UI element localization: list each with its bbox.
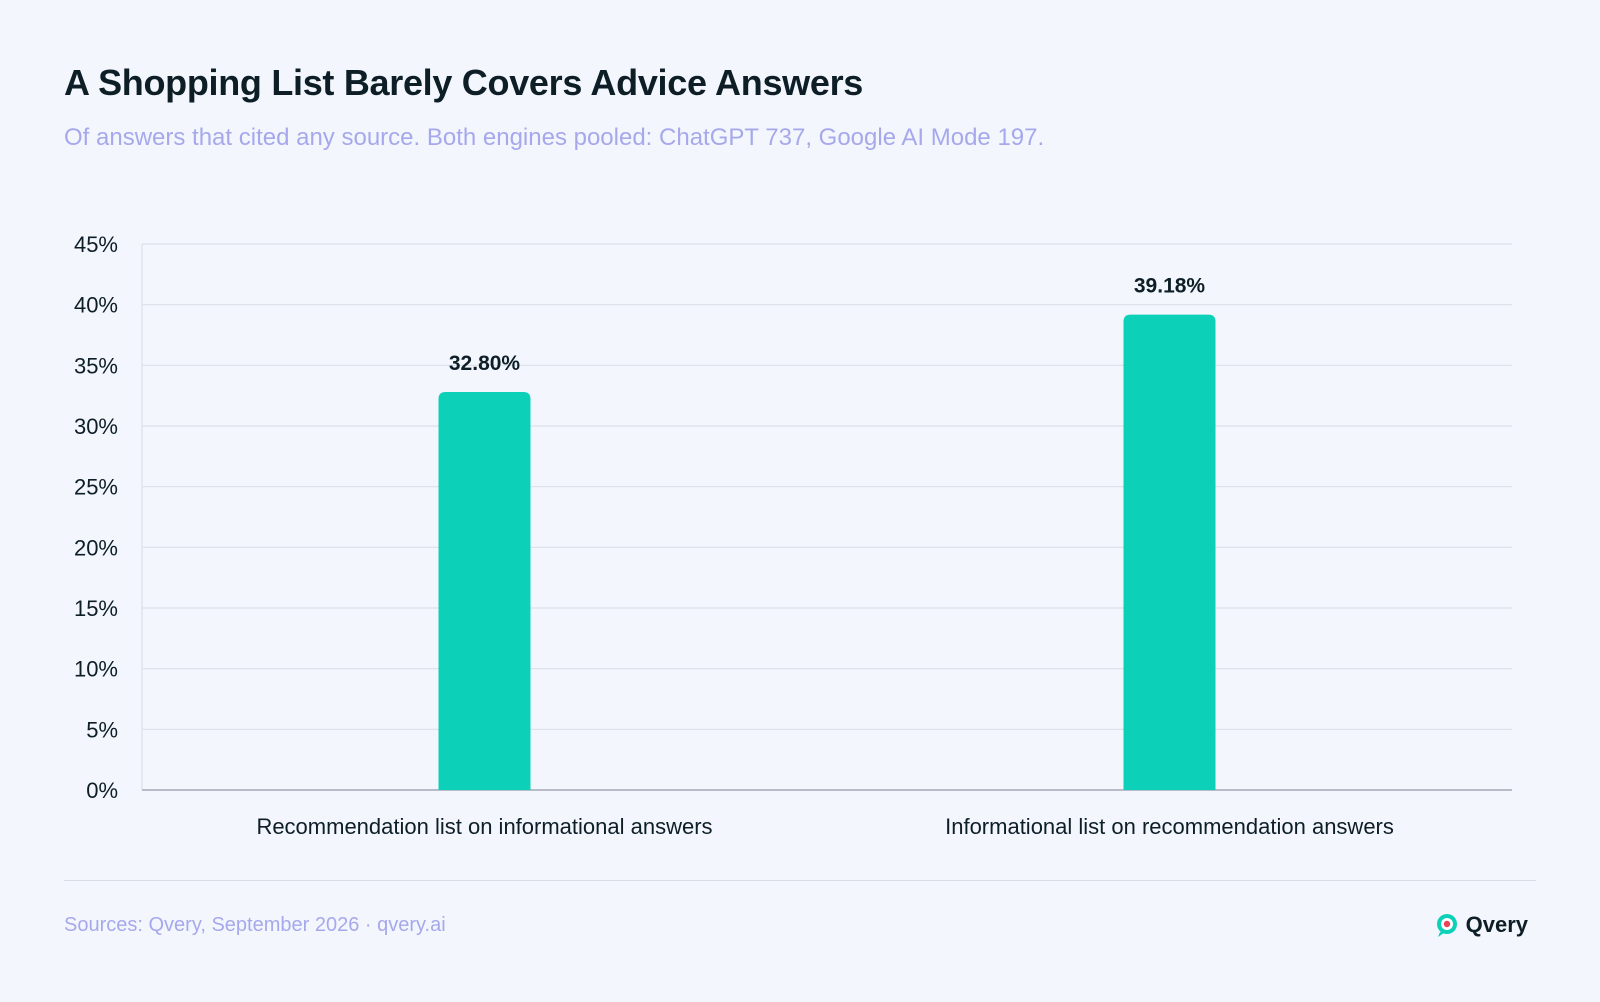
footer-divider	[64, 880, 1536, 881]
y-tick-label: 0%	[86, 778, 118, 803]
bar	[438, 392, 531, 790]
y-tick-label: 40%	[74, 293, 118, 318]
x-category-label: Informational list on recommendation ans…	[945, 814, 1394, 839]
brand-name: Qvery	[1465, 912, 1528, 937]
bar-chart: 0% 5% 10% 15% 20% 25% 30% 35% 40% 45% 32.80% Recomm…	[74, 232, 1512, 839]
chart-subtitle: Of answers that cited any source. Both e…	[64, 124, 1045, 151]
y-tick-label: 35%	[74, 353, 118, 378]
source-note: Sources: Qvery, September 2026 · qvery.a…	[64, 914, 446, 936]
y-tick-label: 10%	[74, 657, 118, 682]
y-tick-label: 20%	[74, 535, 118, 560]
bar-value-label: 32.80%	[449, 352, 521, 375]
y-tick-label: 5%	[86, 717, 118, 742]
y-tick-label: 30%	[74, 414, 118, 439]
y-tick-label: 45%	[74, 232, 118, 257]
chart-title: A Shopping List Barely Covers Advice Ans…	[64, 62, 864, 103]
y-tick-label: 15%	[74, 596, 118, 621]
brand: Qvery	[1434, 912, 1528, 938]
bar-value-label: 39.18%	[1134, 275, 1206, 298]
bar	[1123, 314, 1216, 790]
x-category-label: Recommendation list on informational ans…	[256, 814, 712, 839]
y-tick-label: 25%	[74, 475, 118, 500]
qvery-logo-icon	[1436, 914, 1457, 937]
